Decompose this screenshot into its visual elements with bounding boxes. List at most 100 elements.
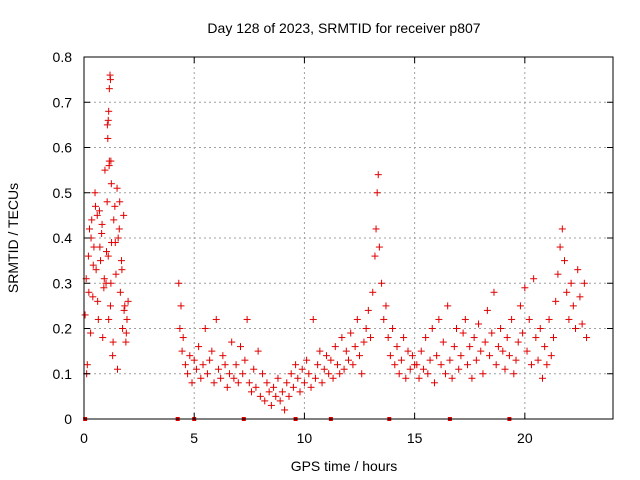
data-point <box>111 202 119 210</box>
data-point <box>101 166 109 174</box>
data-point <box>252 383 260 391</box>
data-point <box>345 356 352 364</box>
data-point <box>285 392 293 400</box>
data-point <box>104 116 112 124</box>
data-point <box>389 325 397 332</box>
data-point <box>184 370 192 378</box>
data-point <box>336 370 344 378</box>
x-tick-label: 20 <box>517 430 533 446</box>
data-point <box>349 361 357 369</box>
data-point <box>199 361 207 369</box>
data-point <box>192 365 200 373</box>
data-point <box>426 356 434 364</box>
data-point <box>261 397 269 405</box>
y-tick-label: 0.3 <box>53 275 73 291</box>
data-point <box>320 365 328 373</box>
data-point <box>397 356 405 364</box>
data-point <box>446 356 454 364</box>
data-point <box>530 275 538 283</box>
data-point <box>371 252 379 260</box>
data-point <box>364 306 372 314</box>
data-point <box>217 374 225 382</box>
data-point <box>316 347 324 355</box>
data-point <box>289 383 297 391</box>
data-point <box>481 338 489 346</box>
data-point <box>391 361 399 369</box>
data-point <box>450 343 458 351</box>
data-point <box>574 266 582 274</box>
data-point <box>428 325 436 332</box>
data-point <box>552 297 560 305</box>
data-point <box>558 225 566 233</box>
data-point <box>110 216 118 224</box>
data-point <box>178 347 186 355</box>
data-point <box>113 184 121 192</box>
data-point <box>408 352 416 360</box>
data-point <box>206 356 214 364</box>
data-point <box>356 352 364 360</box>
data-point <box>455 365 463 373</box>
data-point <box>402 374 410 382</box>
data-point <box>358 370 366 378</box>
data-point <box>567 279 575 287</box>
data-point <box>234 379 242 387</box>
x-tick-label: 15 <box>407 430 423 446</box>
data-point <box>114 365 122 373</box>
data-point <box>547 352 555 360</box>
data-point <box>516 302 524 310</box>
data-point <box>121 302 129 310</box>
data-point <box>435 315 443 323</box>
data-point <box>565 315 573 323</box>
data-point <box>99 334 107 342</box>
data-point <box>245 379 253 387</box>
data-point <box>331 343 339 351</box>
data-point <box>311 374 319 382</box>
data-point <box>527 361 535 369</box>
data-point <box>201 325 209 332</box>
x-axis-title: GPS time / hours <box>291 458 398 474</box>
data-point <box>415 374 423 382</box>
data-point <box>267 401 275 409</box>
data-point <box>508 315 516 323</box>
data-point <box>488 329 496 337</box>
x-tick-labels: 0 5 10 15 20 <box>80 430 533 446</box>
data-point <box>219 352 227 360</box>
data-point <box>534 356 542 364</box>
data-point <box>212 315 220 323</box>
data-point <box>305 370 313 378</box>
data-point <box>519 329 527 337</box>
data-point <box>248 388 256 396</box>
data-point <box>122 338 130 346</box>
x-tick-label: 10 <box>297 430 313 446</box>
data-point <box>340 365 348 373</box>
data-point <box>214 365 222 373</box>
data-point <box>367 334 375 342</box>
data-point <box>307 383 315 391</box>
data-point <box>448 374 456 382</box>
data-point <box>444 302 452 310</box>
data-point <box>281 406 289 414</box>
data-point <box>94 297 102 305</box>
data-point <box>241 356 249 364</box>
y-tick-label: 0 <box>64 411 72 427</box>
data-point <box>120 211 128 219</box>
data-point <box>486 352 494 360</box>
data-point <box>437 361 445 369</box>
data-point <box>441 370 449 378</box>
data-point <box>90 243 98 251</box>
data-point <box>89 293 97 301</box>
data-point <box>464 361 472 369</box>
data-point <box>103 198 111 206</box>
data-point <box>561 257 569 265</box>
data-point <box>525 315 533 323</box>
data-point <box>195 343 203 351</box>
grid-layer <box>84 57 613 419</box>
data-point <box>510 370 518 378</box>
data-point <box>123 315 131 323</box>
data-point <box>374 171 382 179</box>
data-point <box>122 329 130 337</box>
data-point <box>294 374 302 382</box>
data-point <box>433 352 441 360</box>
data-point <box>254 347 262 355</box>
data-point <box>333 361 341 369</box>
